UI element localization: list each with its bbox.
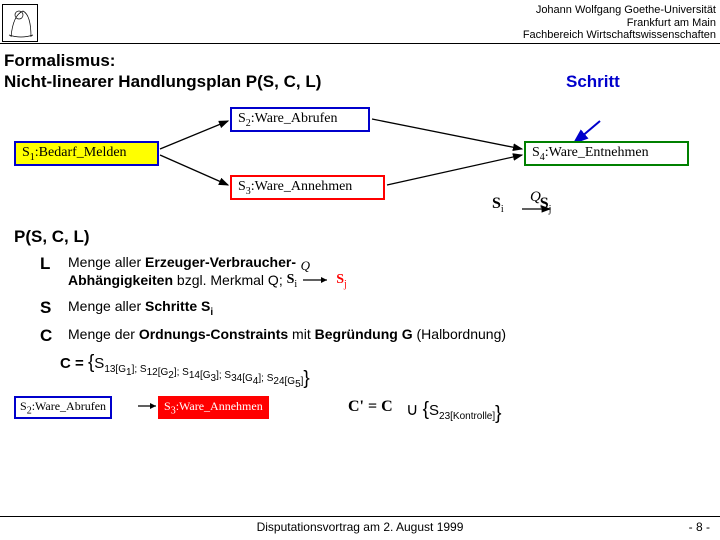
definitions: L Menge aller Erzeuger-Verbraucher- Abhä… bbox=[40, 253, 720, 346]
schritt-label: Schritt bbox=[566, 72, 620, 92]
union-symbol: ∪ bbox=[406, 400, 418, 419]
def-L: L Menge aller Erzeuger-Verbraucher- Abhä… bbox=[40, 253, 720, 291]
def-C-key: C bbox=[40, 325, 68, 346]
bottom-arrow bbox=[14, 396, 334, 426]
c-body: {S13[G1]; S12[G2]; S14[G3]; S34[G4]; S24… bbox=[88, 355, 310, 372]
def-C-t1: Menge der bbox=[68, 326, 139, 342]
def-S-key: S bbox=[40, 297, 68, 319]
footer: Disputationsvortrag am 2. August 1999 - … bbox=[0, 516, 720, 534]
cprime-rest: ∪ {S23[Kontrolle]} bbox=[406, 399, 502, 425]
cprime-lead: C' = C bbox=[348, 398, 393, 416]
def-C: C Menge der Ordnungs-Constraints mit Beg… bbox=[40, 325, 720, 346]
bottom-row: S2:Ware_Abrufen S3:Ware_Annehmen C' = C … bbox=[0, 396, 720, 430]
def-C-b1: Ordnungs-Constraints bbox=[139, 326, 288, 342]
def-L-body: Menge aller Erzeuger-Verbraucher- Abhäng… bbox=[68, 253, 347, 291]
def-C-b2: Begründung G bbox=[315, 326, 413, 342]
def-L-b2: Abhängigkeiten bbox=[68, 272, 173, 288]
c-formula: C = {S13[G1]; S12[G2]; S14[G3]; S34[G4];… bbox=[60, 352, 720, 390]
def-L-b1: Erzeuger-Verbraucher- bbox=[145, 254, 296, 270]
footer-page: - 8 - bbox=[689, 520, 710, 534]
node-s3: S3:Ware_Annehmen bbox=[230, 175, 385, 201]
logo bbox=[2, 4, 38, 42]
header-line1: Johann Wolfgang Goethe-Universität bbox=[44, 4, 716, 17]
header-text: Johann Wolfgang Goethe-Universität Frank… bbox=[44, 4, 716, 42]
def-C-t2: mit bbox=[288, 326, 314, 342]
header: Johann Wolfgang Goethe-Universität Frank… bbox=[0, 0, 720, 44]
def-C-body: Menge der Ordnungs-Constraints mit Begrü… bbox=[68, 325, 506, 346]
cprime-set: {S23[Kontrolle]} bbox=[418, 402, 501, 419]
def-C-t3: (Halbordnung) bbox=[413, 326, 506, 342]
header-line3: Fachbereich Wirtschaftswissenschaften bbox=[44, 29, 716, 42]
node-s1: S1:Bedarf_Melden bbox=[14, 141, 159, 167]
edge-badge: QSiSj bbox=[492, 195, 551, 215]
header-line2: Frankfurt am Main bbox=[44, 17, 716, 30]
footer-center: Disputationsvortrag am 2. August 1999 bbox=[0, 520, 720, 534]
title-line1: Formalismus: bbox=[4, 50, 720, 71]
c-lead: C = bbox=[60, 355, 88, 372]
node-s2: S2:Ware_Abrufen bbox=[230, 107, 370, 133]
def-S-sub: i bbox=[210, 307, 213, 318]
def-S: S Menge aller Schritte Si bbox=[40, 297, 720, 319]
def-L-key: L bbox=[40, 253, 68, 291]
def-L-t2: bzgl. Merkmal Q; bbox=[173, 272, 287, 288]
node-s4: S4:Ware_Entnehmen bbox=[524, 141, 689, 167]
def-S-b1: Schritte S bbox=[145, 298, 210, 314]
q-notation-inline: Q Si Sj bbox=[287, 271, 347, 291]
def-L-t1: Menge aller bbox=[68, 254, 145, 270]
flow-diagram: S1:Bedarf_Melden S2:Ware_Abrufen S3:Ware… bbox=[0, 99, 720, 219]
def-S-body: Menge aller Schritte Si bbox=[68, 297, 213, 319]
pscl-heading: P(S, C, L) bbox=[14, 227, 720, 247]
def-S-t1: Menge aller bbox=[68, 298, 145, 314]
